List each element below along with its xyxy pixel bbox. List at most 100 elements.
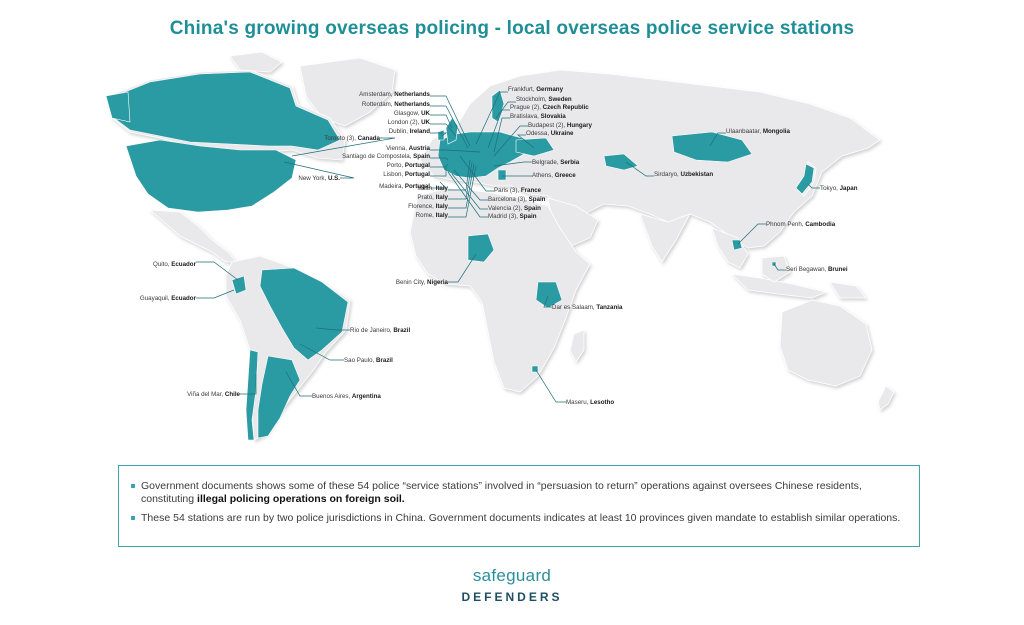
note-1-text: Government documents shows some of these… — [141, 480, 862, 505]
station-label: Phnom Penh, Cambodia — [766, 221, 836, 228]
station-label: Rio de Janeiro, Brazil — [350, 327, 410, 334]
station-country: Mongolia — [763, 128, 791, 135]
station-city: Toronto (3), — [324, 135, 357, 142]
station-label: Rotterdam, Netherlands — [362, 101, 431, 108]
callout-lines — [196, 91, 820, 403]
station-city: Benin City, — [396, 279, 427, 286]
station-country: Spain — [524, 205, 541, 212]
station-country: Spain — [529, 196, 546, 203]
station-country: Slovakia — [541, 113, 567, 120]
station-country: Austria — [409, 145, 431, 152]
station-label: Porto, Portugal — [387, 162, 431, 169]
station-label: Lisbon, Portugal — [383, 171, 430, 178]
station-city: Viña del Mar, — [187, 391, 225, 398]
station-city: Seri Begawan, — [786, 266, 828, 273]
country-uzbekistan — [603, 153, 639, 171]
station-country: Italy — [436, 212, 449, 219]
station-city: Bratislava, — [510, 113, 541, 120]
station-city: New York, — [298, 175, 328, 182]
station-country: Tanzania — [596, 304, 623, 311]
country-alaska — [105, 91, 131, 123]
station-country: Italy — [436, 194, 449, 201]
country-ecuador — [231, 275, 247, 295]
station-label: Ulaanbaatar, Mongolia — [726, 128, 791, 135]
station-label: Guayaquil, Ecuador — [140, 295, 197, 302]
station-country: Lesotho — [590, 399, 614, 406]
station-city: Athens, — [532, 172, 555, 179]
station-country: Ireland — [410, 128, 431, 135]
station-country: Ecuador — [171, 261, 196, 268]
station-label: Buenos Aires, Argentina — [312, 393, 381, 400]
station-city: Sirdaryo, — [654, 171, 680, 178]
station-label: Seri Begawan, Brunei — [786, 266, 848, 273]
station-label: Benin City, Nigeria — [396, 279, 449, 286]
station-city: Frankfurt, — [508, 86, 536, 93]
station-label: Sao Paulo, Brazil — [344, 357, 393, 364]
country-brazil — [259, 267, 349, 361]
station-city: Barcelona (3), — [488, 196, 529, 203]
station-country: Greece — [555, 172, 577, 179]
station-country: Serbia — [560, 159, 579, 166]
station-city: Guayaquil, — [140, 295, 171, 302]
station-country: UK — [421, 119, 430, 126]
country-argentina — [257, 355, 301, 439]
station-city: Belgrade, — [532, 159, 560, 166]
note-1: Government documents shows some of these… — [131, 480, 901, 506]
station-label: Florence, Italy — [408, 203, 448, 210]
bullet-square-icon — [131, 484, 135, 488]
country-ukraine — [515, 137, 555, 157]
map-title: China's growing overseas policing - loca… — [169, 18, 855, 39]
station-city: Phnom Penh, — [766, 221, 805, 228]
station-city: Amsterdam, — [359, 91, 394, 98]
station-city: Maseru, — [566, 399, 590, 406]
station-label: Odessa, Ukraine — [526, 130, 574, 137]
station-country: Chile — [225, 391, 241, 398]
station-country: Spain — [413, 153, 430, 160]
station-city: Valencia (2), — [488, 205, 524, 212]
station-label: Prato, Italy — [417, 194, 448, 201]
station-city: Milan, — [417, 185, 435, 192]
station-label: Stockholm, Sweden — [516, 96, 572, 103]
station-country: Japan — [840, 185, 858, 192]
station-city: Florence, — [408, 203, 436, 210]
station-country: Sweden — [548, 96, 572, 103]
logo-defenders: DEFENDERS — [461, 590, 563, 604]
station-country: Brazil — [376, 357, 393, 364]
station-city: Buenos Aires, — [312, 393, 352, 400]
station-country: Italy — [436, 203, 449, 210]
country-greece — [497, 169, 507, 181]
station-city: Rotterdam, — [362, 101, 394, 108]
station-city: Stockholm, — [516, 96, 548, 103]
station-label: Budapest (2), Hungary — [528, 122, 593, 129]
station-label: Amsterdam, Netherlands — [359, 91, 430, 98]
station-label: New York, U.S. — [298, 175, 340, 182]
logo-safeguard: safeguard — [472, 566, 552, 585]
station-label: Quito, Ecuador — [153, 261, 197, 268]
station-label: Viña del Mar, Chile — [187, 391, 240, 398]
station-label: Toronto (3), Canada — [324, 135, 380, 142]
station-label: Glasgow, UK — [394, 110, 431, 117]
station-city: Dar es Salaam, — [552, 304, 596, 311]
station-city: Dublin, — [389, 128, 410, 135]
station-country: Portugal — [405, 183, 430, 190]
country-usa — [125, 139, 297, 213]
station-label: Prague (2), Czech Republic — [510, 104, 589, 111]
station-country: Czech Republic — [543, 104, 590, 111]
station-country: Italy — [436, 185, 449, 192]
station-label: Tokyo, Japan — [820, 185, 858, 192]
station-city: Madrid (3), — [488, 213, 520, 220]
country-nigeria — [467, 233, 495, 263]
station-city: London (2), — [388, 119, 421, 126]
country-japan — [795, 163, 815, 195]
station-city: Vienna, — [386, 145, 409, 152]
station-country: Portugal — [405, 171, 430, 178]
station-label: Dar es Salaam, Tanzania — [552, 304, 623, 311]
station-country: Canada — [358, 135, 381, 142]
note-2: These 54 stations are run by two police … — [131, 512, 901, 525]
station-country: Ukraine — [551, 130, 574, 137]
station-city: Ulaanbaatar, — [726, 128, 763, 135]
station-country: Ecuador — [171, 295, 196, 302]
country-tanzania — [535, 281, 563, 309]
station-label: Madrid (3), Spain — [488, 213, 537, 220]
country-ireland — [437, 129, 445, 141]
